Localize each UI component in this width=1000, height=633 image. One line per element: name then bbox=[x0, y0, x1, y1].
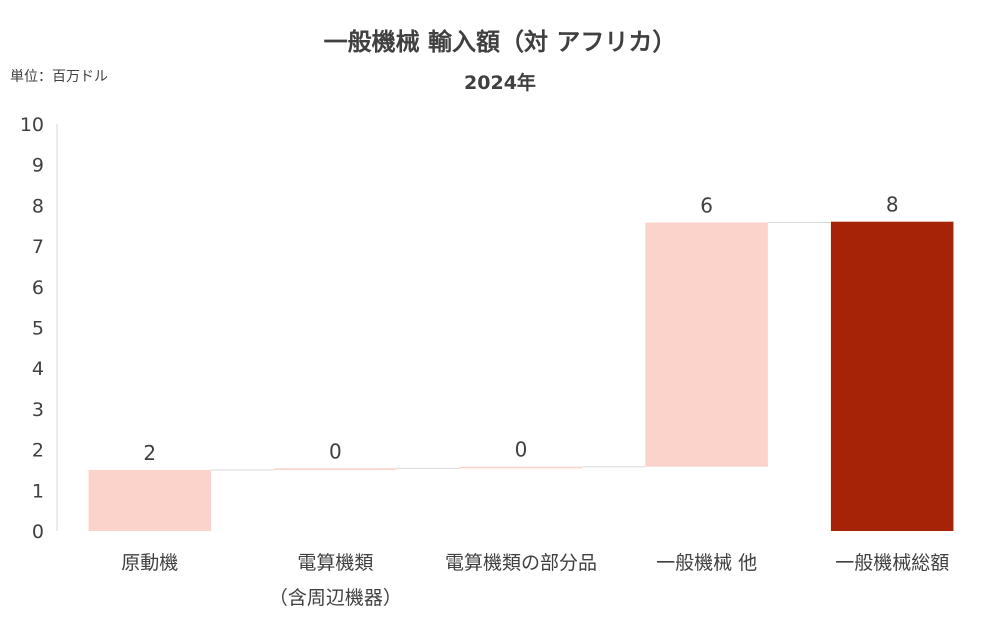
data-label: 0 bbox=[515, 438, 528, 462]
y-tick-label: 10 bbox=[20, 114, 44, 136]
data-label: 2 bbox=[143, 441, 156, 465]
bar-step bbox=[274, 468, 397, 470]
category-label: （含周辺機器） bbox=[269, 587, 402, 609]
bar-step bbox=[88, 469, 212, 531]
category-label: 原動機 bbox=[121, 552, 178, 574]
y-tick-label: 0 bbox=[32, 521, 44, 543]
category-label: 一般機械 他 bbox=[656, 552, 757, 574]
category-label: 電算機類の部分品 bbox=[445, 552, 597, 574]
chart-subtitle: 2024年 bbox=[464, 72, 536, 94]
y-tick-label: 4 bbox=[32, 358, 44, 380]
data-label: 0 bbox=[329, 439, 342, 463]
bar-step bbox=[459, 466, 583, 469]
category-label: 一般機械総額 bbox=[835, 552, 949, 574]
y-tick-label: 5 bbox=[32, 318, 44, 340]
y-tick-label: 9 bbox=[32, 155, 44, 177]
chart-title: 一般機械 輸入額（対 アフリカ） bbox=[323, 28, 677, 56]
data-label: 6 bbox=[700, 193, 713, 217]
y-tick-label: 3 bbox=[32, 399, 44, 421]
y-tick-label: 6 bbox=[32, 277, 44, 299]
y-tick-label: 7 bbox=[32, 236, 44, 258]
y-tick-label: 1 bbox=[32, 480, 44, 502]
unit-label: 単位：百万ドル bbox=[10, 69, 108, 85]
bar-step bbox=[645, 222, 768, 467]
y-tick-label: 2 bbox=[32, 440, 44, 462]
data-label: 8 bbox=[886, 193, 899, 217]
y-tick-label: 8 bbox=[32, 195, 44, 217]
bar-total bbox=[830, 221, 954, 531]
category-label: 電算機類 bbox=[297, 552, 373, 574]
